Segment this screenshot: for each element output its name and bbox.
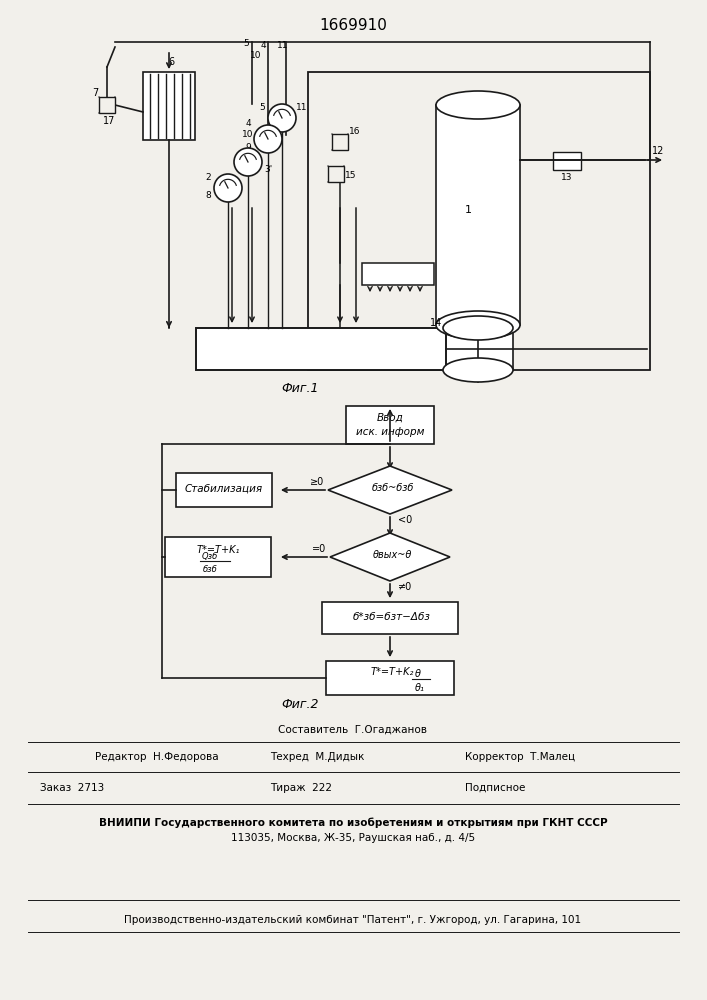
Text: 6: 6: [168, 57, 174, 67]
Text: T*=T+K₁: T*=T+K₁: [197, 545, 240, 555]
Text: Qзб: Qзб: [202, 552, 218, 560]
Bar: [436, 105, 520, 325]
Text: Техред  М.Дидык: Техред М.Дидык: [270, 752, 364, 762]
Text: б*зб=бзт−Δбз: б*зб=бзт−Δбз: [353, 612, 431, 622]
Circle shape: [254, 125, 282, 153]
Text: 11: 11: [296, 104, 308, 112]
Text: Заказ  2713: Заказ 2713: [40, 783, 104, 793]
Text: 15: 15: [345, 172, 357, 180]
Text: 13: 13: [561, 172, 573, 182]
Polygon shape: [328, 166, 344, 182]
Text: 1: 1: [464, 205, 472, 215]
Text: 17: 17: [103, 116, 115, 126]
Text: Стабилизация: Стабилизация: [185, 484, 263, 494]
Ellipse shape: [436, 91, 520, 119]
Ellipse shape: [443, 316, 513, 340]
Bar: [326, 661, 454, 695]
Text: 5: 5: [259, 104, 265, 112]
Text: Ввод: Ввод: [377, 413, 404, 423]
Text: 4
10: 4 10: [243, 119, 254, 139]
Bar: [443, 328, 513, 370]
Text: θвых~θ: θвых~θ: [373, 550, 411, 560]
Text: <0: <0: [398, 515, 412, 525]
Text: Редактор  Н.Федорова: Редактор Н.Федорова: [95, 752, 218, 762]
Text: ≥0: ≥0: [310, 477, 324, 487]
Bar: [308, 72, 650, 370]
Text: 113035, Москва, Ж-35, Раушская наб., д. 4/5: 113035, Москва, Ж-35, Раушская наб., д. …: [231, 833, 475, 843]
Text: 2: 2: [205, 174, 211, 182]
Text: θ₁: θ₁: [415, 683, 425, 693]
Polygon shape: [99, 97, 115, 113]
Text: =0: =0: [312, 544, 326, 554]
Text: ВНИИПИ Государственного комитета по изобретениям и открытиям при ГКНТ СССР: ВНИИПИ Государственного комитета по изоб…: [99, 818, 607, 828]
Text: 11: 11: [277, 41, 288, 50]
Bar: [196, 328, 446, 370]
Text: 12: 12: [652, 146, 664, 156]
Text: 1669910: 1669910: [319, 17, 387, 32]
Polygon shape: [328, 466, 452, 514]
Bar: [362, 263, 434, 285]
Text: Подписное: Подписное: [465, 783, 525, 793]
Text: 3': 3': [264, 165, 272, 174]
Text: Корректор  Т.Малец: Корректор Т.Малец: [465, 752, 575, 762]
Text: Составитель  Г.Огаджанов: Составитель Г.Огаджанов: [279, 725, 428, 735]
Text: бзб~бзб: бзб~бзб: [372, 483, 414, 493]
Text: ≠0: ≠0: [398, 582, 412, 592]
Bar: [346, 406, 434, 444]
Bar: [165, 537, 271, 577]
Text: Тираж  222: Тираж 222: [270, 783, 332, 793]
Text: 7: 7: [92, 88, 98, 98]
Text: T*=T+K₂: T*=T+K₂: [370, 667, 414, 677]
Text: иск. информ: иск. информ: [356, 427, 424, 437]
Bar: [176, 473, 272, 507]
Text: бзб: бзб: [203, 564, 217, 574]
Circle shape: [214, 174, 242, 202]
Bar: [143, 72, 195, 140]
Circle shape: [234, 148, 262, 176]
Text: 16: 16: [349, 127, 361, 136]
Text: 5: 5: [243, 39, 249, 48]
Text: Фиг.2: Фиг.2: [281, 698, 319, 712]
Text: 10: 10: [250, 51, 262, 60]
Bar: [322, 602, 458, 634]
Ellipse shape: [436, 311, 520, 339]
Text: 14: 14: [430, 318, 442, 328]
Circle shape: [268, 104, 296, 132]
Ellipse shape: [443, 358, 513, 382]
Text: 4: 4: [260, 41, 266, 50]
Polygon shape: [332, 134, 348, 150]
Text: 8: 8: [205, 192, 211, 200]
Text: Фиг.1: Фиг.1: [281, 381, 319, 394]
Text: 9: 9: [245, 142, 251, 151]
Text: Производственно-издательский комбинат "Патент", г. Ужгород, ул. Гагарина, 101: Производственно-издательский комбинат "П…: [124, 915, 582, 925]
Text: θ: θ: [415, 669, 421, 679]
Polygon shape: [330, 533, 450, 581]
Bar: [553, 152, 581, 170]
